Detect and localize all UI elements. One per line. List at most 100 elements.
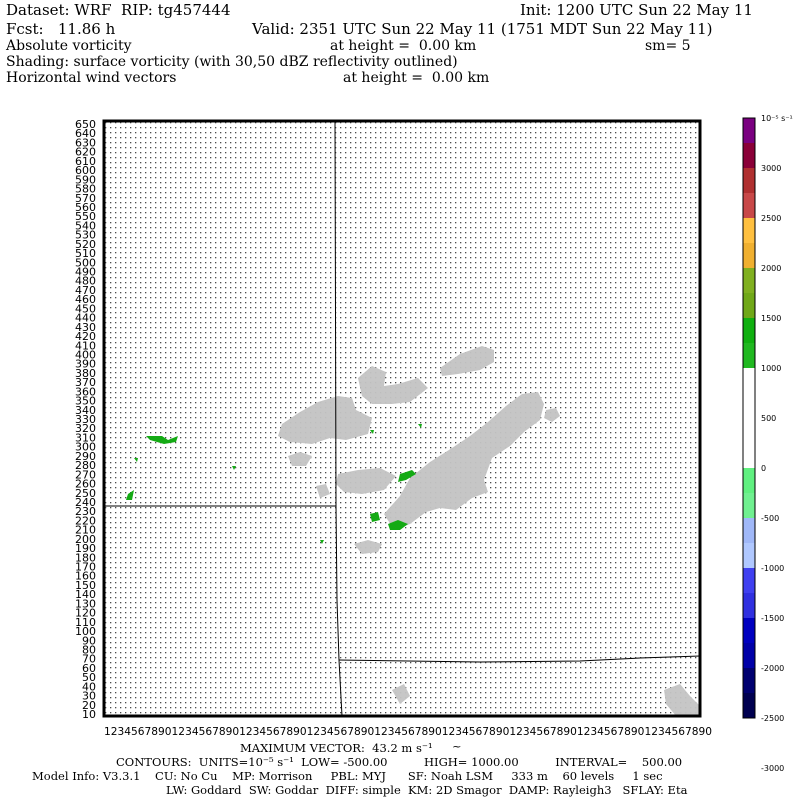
colorbar-band [743,168,755,194]
y-tick-label: 440 [75,312,96,325]
y-tick-label: 640 [75,127,96,140]
colorbar: 3000 2500 2000 1500 1000 500 0 -500 -1000 -1500 -2… [742,117,784,773]
colorbar-band [743,293,755,319]
y-tick-label: 260 [75,478,96,491]
forecast-hour-label: Fcst: 11.86 h [6,20,116,38]
colorbar-band [743,368,755,394]
colorbar-label: 2500 [761,214,781,223]
colorbar-band [743,668,755,694]
wind-vector-field [104,121,700,716]
reflectivity-area-nw [278,396,372,444]
y-tick-label: 630 [75,136,96,149]
vorticity-area-1 [146,436,178,444]
colorbar-unit: 10⁻⁵ s⁻¹ [761,114,793,123]
colorbar-band [743,243,755,269]
colorbar-band [743,618,755,644]
y-tick-label: 270 [75,468,96,481]
colorbar-band [743,543,755,569]
y-tick-label: 590 [75,173,96,186]
colorbar-label: 0 [761,464,766,473]
plot-frame [102,119,702,718]
y-tick-label: 320 [75,422,96,435]
contours-info: CONTOURS: UNITS=10⁻⁵ s⁻¹ LOW= -500.00 HI… [116,755,683,769]
y-tick-label: 500 [75,256,96,269]
vorticity-area-5 [370,512,380,522]
y-tick-label: 210 [75,524,96,537]
y-tick-label: 10 [82,708,96,721]
y-tick-label: 50 [82,671,96,684]
dataset-label: Dataset: WRF RIP: tg457444 [6,1,231,19]
y-tick-label: 560 [75,201,96,214]
y-tick-label: 190 [75,542,96,555]
y-tick-label: 510 [75,247,96,260]
reflectivity-area-mid [336,468,396,494]
colorbar-label: -3000 [761,764,784,773]
vector-scale-icon: ~ [452,739,462,753]
y-tick-label: 200 [75,533,96,546]
y-tick-label: 340 [75,404,96,417]
y-tick-label: 120 [75,607,96,620]
vector-field-label: Horizontal wind vectors [6,70,177,86]
vector-height-label: at height = 0.00 km [343,70,490,86]
reflectivity-area-mid-west [288,452,312,466]
colorbar-band [743,568,755,594]
colorbar-band [743,418,755,444]
y-tick-label: 60 [82,662,96,675]
colorbar-band [743,443,755,469]
y-tick-label: 140 [75,588,96,601]
y-tick-label: 360 [75,385,96,398]
y-tick-label: 350 [75,395,96,408]
vorticity-area-8 [418,424,422,428]
maximum-vector-label: MAXIMUM VECTOR: 43.2 m s⁻¹ [240,741,433,755]
y-tick-label: 450 [75,302,96,315]
y-tick-label: 390 [75,358,96,371]
y-tick-label: 420 [75,330,96,343]
reflectivity-area-main-band [384,392,544,530]
y-tick-label: 40 [82,680,96,693]
y-tick-label: 580 [75,183,96,196]
colorbar-band [743,143,755,169]
y-tick-label: 520 [75,238,96,251]
colorbar-band [743,118,755,144]
y-tick-label: 100 [75,625,96,638]
y-tick-label: 130 [75,597,96,610]
reflectivity-area-east-small [544,408,560,422]
y-tick-label: 70 [82,653,96,666]
vorticity-positive-areas [126,424,422,544]
colorbar-label: -2500 [761,714,784,723]
y-tick-label: 300 [75,441,96,454]
reflectivity-area-south [354,540,382,554]
colorbar-band [743,268,755,294]
colorbar-label: 500 [761,414,776,423]
field-name-label: Absolute vorticity [6,38,132,54]
y-tick-label: 240 [75,496,96,509]
colorbar-band [743,343,755,369]
shading-label: Shading: surface vorticity (with 30,50 d… [6,54,458,70]
y-tick-label: 150 [75,579,96,592]
y-tick-label: 380 [75,367,96,380]
model-info: Model Info: V3.3.1 CU: No Cu MP: Morriso… [32,769,663,783]
y-tick-label: 310 [75,431,96,444]
colorbar-band [743,493,755,519]
y-tick-label: 20 [82,699,96,712]
colorbar-band [743,193,755,219]
colorbar-label: 1000 [761,364,781,373]
reflectivity-area-small-west [316,484,330,498]
reflectivity-area-sw-corner [392,684,410,704]
y-tick-label: 610 [75,155,96,168]
y-tick-label: 410 [75,339,96,352]
y-tick-label: 30 [82,690,96,703]
vorticity-area-6 [388,520,408,530]
y-tick-label: 460 [75,293,96,306]
colorbar-band [743,693,755,719]
init-time-label: Init: 1200 UTC Sun 22 May 11 [520,1,753,19]
state-boundaries [104,120,701,717]
colorbar-band [743,468,755,494]
smoothing-label: sm= 5 [645,38,691,54]
y-tick-label: 430 [75,321,96,334]
field-height-label: at height = 0.00 km [330,38,477,54]
colorbar-label: -2000 [761,664,784,673]
colorbar-band [743,393,755,419]
colorbar-label: -500 [761,514,779,523]
